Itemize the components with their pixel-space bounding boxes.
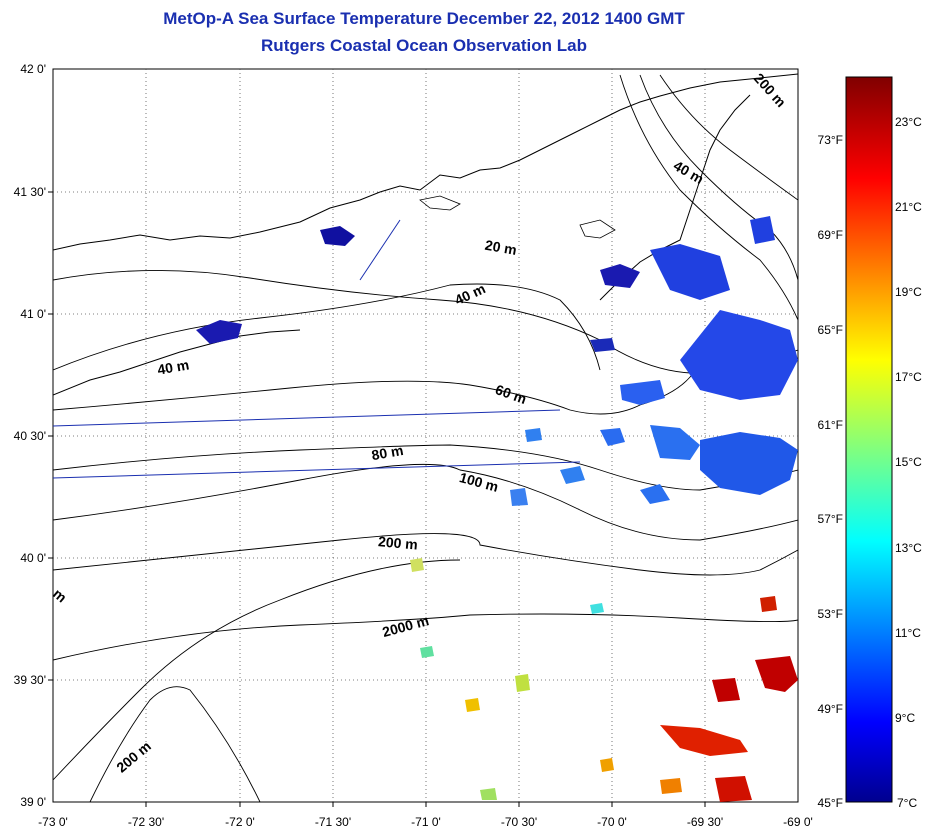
lon-tick-label: -71 0' — [411, 815, 441, 829]
lat-axis-labels: 42 0' 41 30' 41 0' 40 30' 40 0' 39 30' 3… — [14, 62, 46, 809]
lat-tick-label: 39 0' — [20, 795, 46, 809]
lon-axis-labels: -73 0' -72 30' -72 0' -71 30' -71 0' -70… — [38, 815, 813, 829]
lat-tick-label: 42 0' — [20, 62, 46, 76]
colorbar — [845, 76, 893, 803]
map-title: MetOp-A Sea Surface Temperature December… — [163, 9, 685, 28]
sst-cold-patches — [196, 216, 798, 506]
celsius-label: 15°C — [895, 455, 922, 469]
lon-tick-label: -72 0' — [225, 815, 255, 829]
colorbar-celsius-labels: 23°C 21°C 19°C 17°C 15°C 13°C 11°C 9°C 7… — [895, 115, 922, 810]
isobath-label: 80 m — [370, 442, 404, 463]
sst-warm-patches — [410, 558, 798, 802]
celsius-label: 17°C — [895, 370, 922, 384]
lat-tick-label: 41 0' — [20, 307, 46, 321]
celsius-label: 11°C — [895, 626, 921, 640]
cape-cod-coast — [599, 94, 751, 301]
lon-tick-label: -72 30' — [128, 815, 164, 829]
fahrenheit-label: 73°F — [818, 133, 843, 147]
lon-tick-label: -70 30' — [501, 815, 537, 829]
fahrenheit-label: 65°F — [818, 323, 843, 337]
celsius-label: 7°C — [897, 796, 917, 810]
isobath-label: 40 m — [156, 356, 190, 377]
tick-marks — [48, 191, 706, 807]
lat-tick-label: 39 30' — [14, 673, 46, 687]
fahrenheit-label: 53°F — [818, 607, 843, 621]
celsius-label: 13°C — [895, 541, 922, 555]
map-subtitle: Rutgers Coastal Ocean Observation Lab — [261, 36, 587, 55]
lon-tick-label: -69 30' — [687, 815, 723, 829]
fahrenheit-label: 57°F — [818, 512, 843, 526]
celsius-label: 23°C — [895, 115, 922, 129]
isobath-label: 20 m — [484, 237, 518, 258]
lon-tick-label: -73 0' — [38, 815, 68, 829]
colorbar-fahrenheit-labels: 73°F 69°F 65°F 61°F 57°F 53°F 49°F 45°F — [818, 133, 843, 810]
island-2 — [579, 219, 616, 239]
fahrenheit-label: 69°F — [818, 228, 843, 242]
long-island-coast — [53, 329, 301, 396]
fahrenheit-label: 45°F — [818, 796, 843, 810]
celsius-label: 9°C — [895, 711, 915, 725]
lat-tick-label: 40 0' — [20, 551, 46, 565]
celsius-label: 19°C — [895, 285, 922, 299]
lat-tick-label: 40 30' — [14, 429, 46, 443]
lat-tick-label: 41 30' — [14, 185, 46, 199]
lon-tick-label: -70 0' — [597, 815, 627, 829]
lon-tick-label: -69 0' — [783, 815, 813, 829]
fahrenheit-label: 61°F — [818, 418, 843, 432]
shipping-lanes — [53, 219, 581, 479]
island-1 — [419, 195, 461, 211]
coastline — [53, 73, 798, 251]
graticule — [53, 69, 798, 802]
celsius-label: 21°C — [895, 200, 922, 214]
lon-tick-label: -71 30' — [315, 815, 351, 829]
fahrenheit-label: 49°F — [818, 702, 843, 716]
isobaths — [53, 74, 798, 802]
isobath-label: 200 m — [378, 533, 419, 552]
